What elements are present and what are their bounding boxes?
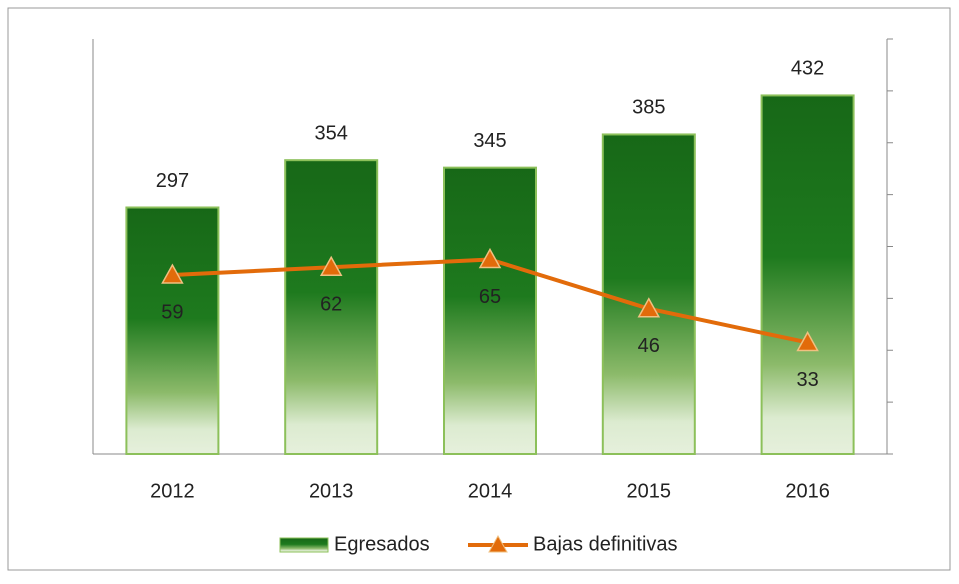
- line-marker: [319, 255, 343, 276]
- line-marker: [637, 297, 661, 318]
- bar: [125, 206, 220, 455]
- legend-marker: [488, 534, 508, 553]
- bar: [284, 159, 379, 455]
- x-tick-label: 2016: [785, 480, 830, 502]
- bar-value-label: 385: [632, 97, 665, 119]
- legend-label: Bajas definitivas: [533, 533, 678, 555]
- x-tick-label: 2015: [627, 480, 672, 502]
- x-tick-label: 2012: [150, 480, 195, 502]
- legend-label: Egresados: [334, 533, 430, 555]
- bar: [760, 94, 855, 455]
- line-marker: [161, 263, 184, 284]
- line-value-label: 62: [320, 294, 342, 316]
- line-value-label: 33: [796, 369, 818, 391]
- x-tick-label: 2014: [468, 480, 513, 502]
- line-marker: [796, 330, 819, 352]
- bar-value-label: 345: [473, 130, 506, 152]
- x-tick-label: 2013: [309, 480, 354, 502]
- bar: [601, 133, 696, 455]
- bar-value-label: 354: [315, 122, 348, 144]
- bar-value-label: 297: [156, 170, 189, 192]
- line-value-label: 46: [638, 335, 660, 357]
- line-value-label: 59: [161, 301, 183, 323]
- line-value-label: 65: [479, 286, 501, 308]
- line-marker: [478, 247, 502, 269]
- bar-value-label: 432: [791, 58, 824, 80]
- legend-swatch: [279, 537, 329, 553]
- bar: [443, 166, 537, 455]
